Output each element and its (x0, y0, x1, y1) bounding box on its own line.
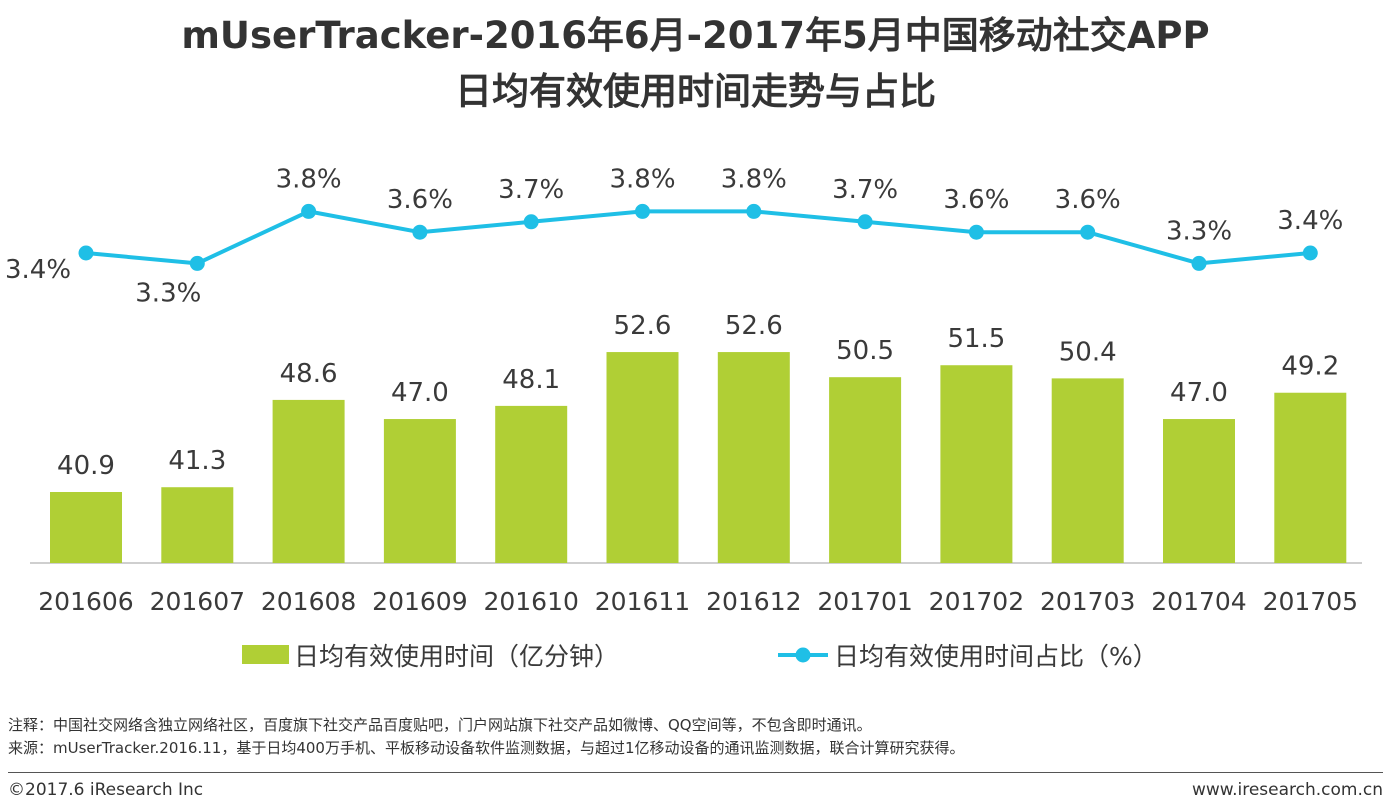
bar (383, 419, 456, 563)
line-point (1302, 245, 1318, 261)
bar (1274, 392, 1347, 563)
line-point (189, 255, 205, 271)
title-line-1: mUserTracker-2016年6月-2017年5月中国移动社交APP (181, 14, 1210, 57)
bar-value-label: 41.3 (168, 446, 226, 476)
x-tick-label: 201705 (1263, 587, 1358, 616)
line-point (301, 203, 317, 219)
x-tick-label: 201703 (1040, 587, 1135, 616)
chart: 40.9 201606 41.3 201607 48.6 201608 47.0 201609… (5, 164, 1362, 671)
bar (606, 352, 679, 563)
bar (717, 352, 790, 563)
x-tick-label: 201608 (261, 587, 356, 616)
line-point (523, 214, 539, 230)
line-point (412, 224, 428, 240)
bar-value-label: 52.6 (725, 311, 783, 341)
bar-value-label: 40.9 (57, 451, 115, 481)
line-value-label: 3.4% (5, 255, 71, 285)
x-tick-label: 201610 (483, 587, 578, 616)
note-source: 来源：mUserTracker.2016.11，基于日均400万手机、平板移动设… (8, 739, 965, 757)
line-point (968, 224, 984, 240)
x-tick-label: 201611 (595, 587, 690, 616)
bar (272, 399, 345, 563)
line-value-label: 3.6% (1055, 185, 1121, 215)
x-tick-label: 201704 (1151, 587, 1246, 616)
x-tick-label: 201607 (150, 587, 245, 616)
bar-value-label: 47.0 (1170, 378, 1228, 408)
line-point (857, 214, 873, 230)
title-line-2: 日均有效使用时间走势与占比 (455, 70, 936, 113)
bar-value-label: 50.4 (1059, 337, 1117, 367)
line-value-label: 3.7% (498, 175, 564, 205)
bar-value-label: 51.5 (947, 324, 1005, 354)
line-point (635, 203, 650, 219)
line-point (1191, 255, 1207, 271)
legend-line-label: 日均有效使用时间占比（%） (834, 642, 1158, 671)
footer-divider (8, 772, 1383, 773)
line-value-label: 3.3% (135, 278, 201, 308)
footer-website: www.iresearch.com.cn (1191, 780, 1383, 800)
line-value-label: 3.8% (721, 164, 787, 194)
line-value-label: 3.7% (832, 175, 898, 205)
x-tick-label: 201612 (706, 587, 801, 616)
bar (1163, 419, 1235, 563)
bar (1051, 378, 1124, 563)
legend-bar-label: 日均有效使用时间（亿分钟） (294, 642, 619, 671)
note-annotation: 注释：中国社交网络含独立网络社区，百度旗下社交产品百度贴吧，门户网站旗下社交产品… (8, 716, 872, 734)
x-tick-label: 201606 (38, 587, 133, 616)
x-tick-label: 201701 (817, 587, 912, 616)
bar-value-label: 50.5 (836, 336, 894, 366)
bar-value-label: 49.2 (1281, 352, 1339, 382)
legend-bar-swatch (242, 645, 289, 664)
x-tick-label: 201702 (929, 587, 1024, 616)
line-value-label: 3.6% (387, 185, 453, 215)
line-point (1080, 224, 1096, 240)
line-value-label: 3.6% (943, 185, 1009, 215)
bar (940, 365, 1013, 563)
line-series (85, 209, 1311, 266)
line-value-label: 3.8% (276, 164, 342, 194)
x-tick-label: 201609 (372, 587, 467, 616)
bar-value-label: 47.0 (391, 378, 449, 408)
legend-line-marker (795, 647, 811, 663)
bar-value-label: 48.6 (280, 359, 338, 389)
footer-copyright: ©2017.6 iResearch Inc (8, 780, 204, 800)
chart-title: mUserTracker-2016年6月-2017年5月中国移动社交APP 日均… (0, 8, 1391, 120)
line-point (746, 203, 762, 219)
line-value-label: 3.8% (609, 164, 675, 194)
bar (495, 405, 568, 563)
bar (50, 492, 122, 563)
bar (829, 377, 902, 563)
bar (161, 487, 234, 563)
bar-value-label: 52.6 (614, 311, 672, 341)
line-value-label: 3.3% (1166, 216, 1232, 246)
bar-value-label: 48.1 (502, 365, 560, 395)
line-value-label: 3.4% (1277, 206, 1343, 236)
line-point (78, 245, 94, 261)
